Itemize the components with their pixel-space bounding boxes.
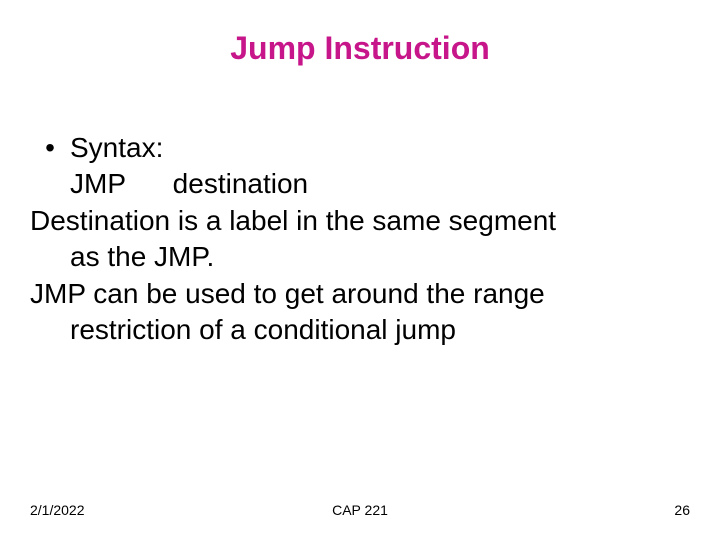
body-text: Destination is a label in the same segme… [30, 203, 690, 239]
footer-page-number: 26 [674, 502, 690, 518]
footer-course: CAP 221 [332, 502, 388, 518]
bullet-icon: • [30, 130, 70, 166]
body-text: JMP can be used to get around the range [30, 276, 690, 312]
body-text: JMP destination [30, 166, 690, 202]
slide: Jump Instruction •Syntax:JMP destination… [0, 0, 720, 540]
slide-title: Jump Instruction [0, 30, 720, 67]
footer-date: 2/1/2022 [30, 502, 85, 518]
slide-footer: 2/1/2022 CAP 221 26 [30, 502, 690, 518]
body-text: Syntax: [70, 130, 163, 166]
slide-body: •Syntax:JMP destinationDestination is a … [30, 130, 690, 348]
body-text: as the JMP. [30, 239, 690, 275]
body-text: restriction of a conditional jump [30, 312, 690, 348]
body-bullet-line: •Syntax: [30, 130, 690, 166]
